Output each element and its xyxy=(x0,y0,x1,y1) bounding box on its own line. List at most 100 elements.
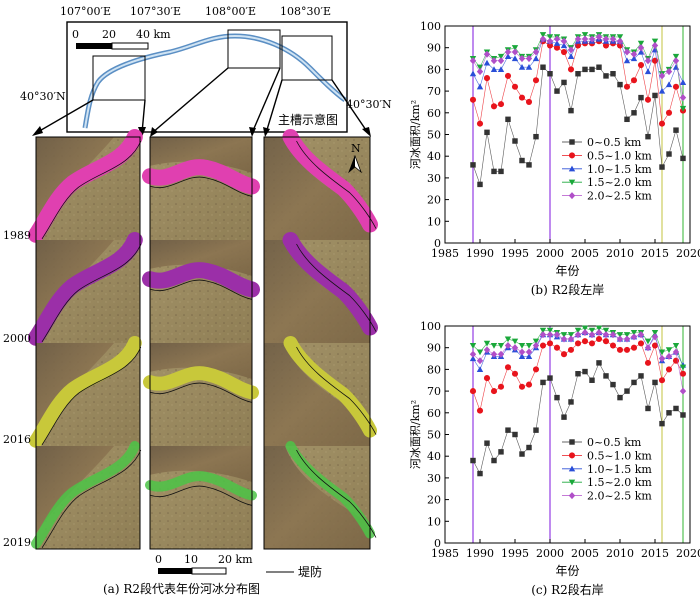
y-tick-label: 40 xyxy=(427,450,441,463)
data-point xyxy=(546,340,554,347)
levee-line xyxy=(41,140,142,240)
data-point xyxy=(666,151,672,157)
levee-line xyxy=(149,176,253,197)
data-point xyxy=(581,338,589,345)
x-tick-label: 2010 xyxy=(606,247,634,260)
x-tick-label: 1990 xyxy=(466,547,494,560)
legend-label: 0.5~1.0 km xyxy=(587,149,652,162)
year-label-2019: 2019 xyxy=(3,536,31,549)
x-tick-label: 2010 xyxy=(606,547,634,560)
data-point xyxy=(595,325,603,332)
data-point xyxy=(679,105,687,112)
data-point xyxy=(588,35,596,43)
river-ice-ribbon xyxy=(142,262,260,298)
y-tick-label: 90 xyxy=(427,42,441,55)
data-point xyxy=(652,92,658,99)
data-point xyxy=(525,348,533,356)
data-point xyxy=(665,81,673,88)
data-point xyxy=(553,331,561,339)
data-point xyxy=(525,98,533,105)
data-point xyxy=(519,157,525,164)
data-point xyxy=(658,87,666,94)
data-point xyxy=(588,340,596,347)
y-tick-label: 0 xyxy=(434,537,441,550)
data-point xyxy=(658,72,666,80)
y-tick-label: 100 xyxy=(420,320,441,333)
data-point xyxy=(512,431,518,438)
river-ice-ribbon xyxy=(145,471,257,501)
x-tick-label: 2005 xyxy=(571,547,599,560)
y-tick-label: 90 xyxy=(427,342,441,355)
scale-top-bar-black xyxy=(76,43,112,49)
data-point xyxy=(525,64,533,70)
y-tick-label: 80 xyxy=(427,63,441,76)
legend-marker xyxy=(568,152,576,159)
strip-frame xyxy=(149,136,253,550)
data-point xyxy=(651,329,659,336)
data-point xyxy=(603,73,609,79)
x-tick-label: 2000 xyxy=(536,247,564,260)
data-point xyxy=(540,379,546,386)
data-point xyxy=(526,444,532,451)
data-point xyxy=(665,366,673,373)
data-point xyxy=(665,352,673,360)
data-point xyxy=(644,344,652,352)
scale-bottom-bar-white xyxy=(191,567,227,575)
map-panel: 107°00′E 107°30′E 108°00′E 108°30′E 0 20… xyxy=(3,5,392,596)
x-tick-label: 1985 xyxy=(431,247,459,260)
data-point xyxy=(497,350,505,358)
river-ice-ribbon xyxy=(29,336,142,448)
data-point xyxy=(532,366,540,373)
data-point xyxy=(630,329,638,336)
data-point xyxy=(588,327,596,334)
coord-top-1: 107°00′E xyxy=(60,5,111,18)
data-point xyxy=(560,335,568,343)
image-strip-cell xyxy=(28,232,143,346)
svg-text:N: N xyxy=(351,142,361,155)
data-point xyxy=(532,338,540,345)
data-point xyxy=(504,336,512,343)
scale-bottom-bar-black xyxy=(158,568,192,574)
data-point xyxy=(469,350,477,358)
data-point xyxy=(630,77,638,84)
data-point xyxy=(469,388,477,395)
data-point xyxy=(511,48,519,56)
data-point xyxy=(511,83,519,90)
x-tick-label: 2015 xyxy=(641,247,669,260)
data-point xyxy=(644,68,652,75)
y-tick-label: 0 xyxy=(434,237,441,250)
data-point xyxy=(637,40,645,47)
y-tick-label: 40 xyxy=(427,150,441,163)
data-point xyxy=(616,346,624,353)
coord-top-3: 108°00′E xyxy=(205,5,256,18)
coord-top-2: 107°30′E xyxy=(130,5,181,18)
data-point xyxy=(610,71,616,77)
data-point xyxy=(638,94,644,101)
data-point xyxy=(539,331,547,339)
data-point xyxy=(526,162,532,168)
data-point xyxy=(554,394,560,401)
data-point xyxy=(658,120,666,127)
data-point xyxy=(679,387,687,395)
year-label-2000: 2000 xyxy=(3,332,31,345)
levee-line xyxy=(149,382,253,403)
data-point xyxy=(497,66,505,72)
data-point xyxy=(561,414,567,420)
data-point xyxy=(490,342,498,349)
data-point xyxy=(616,37,624,45)
data-point xyxy=(560,351,568,358)
data-point xyxy=(469,57,477,65)
data-point xyxy=(476,407,484,414)
legend-label: 1.0~1.5 km xyxy=(587,163,652,176)
data-point xyxy=(630,55,638,62)
data-point xyxy=(630,50,638,58)
data-point xyxy=(490,350,498,358)
levee-line xyxy=(41,243,142,343)
data-point xyxy=(539,35,547,43)
data-point xyxy=(595,33,603,41)
data-point xyxy=(616,332,624,338)
scale-top-40: 40 km xyxy=(136,28,171,41)
legend-label: 2.0~2.5 km xyxy=(587,190,652,203)
image-strip-cell xyxy=(29,336,142,448)
